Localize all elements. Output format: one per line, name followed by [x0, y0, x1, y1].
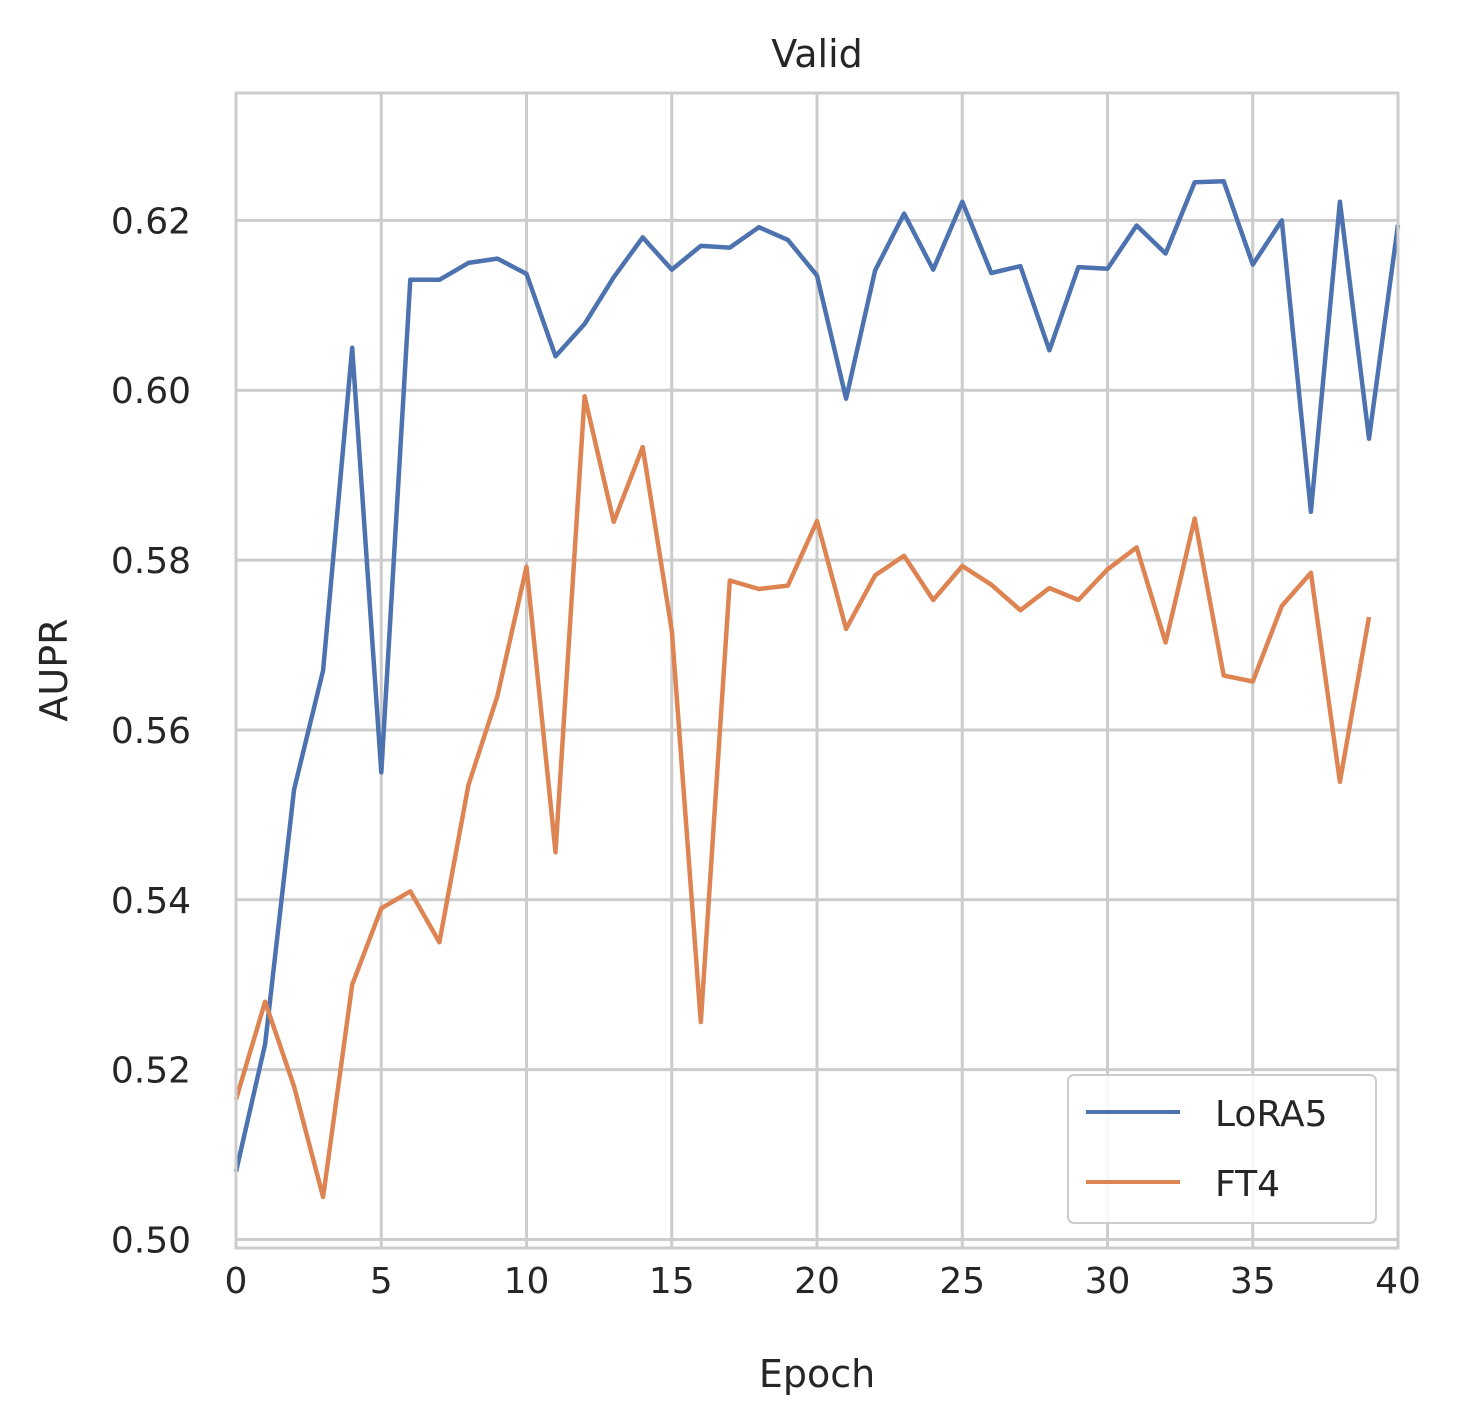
x-tick-label: 35 [1230, 1261, 1276, 1302]
y-tick-label: 0.54 [111, 881, 191, 922]
legend-label-lora5: LoRA5 [1215, 1094, 1328, 1135]
x-tick-label: 30 [1085, 1261, 1131, 1302]
y-axis-label: AUPR [32, 618, 76, 721]
plot-frame [234, 91, 1400, 1250]
x-tick-label: 15 [649, 1261, 695, 1302]
series-line-ft4 [233, 393, 1372, 1200]
y-tick-label: 0.56 [111, 711, 191, 752]
series-group [233, 179, 1401, 1200]
legend-label-ft4: FT4 [1215, 1164, 1280, 1205]
x-axis-label: Epoch [759, 1352, 875, 1396]
y-tick-label: 0.60 [111, 371, 191, 412]
x-tick-label: 40 [1375, 1261, 1421, 1302]
y-tick-labels: 0.50 0.52 0.54 0.56 0.58 0.60 0.62 [111, 201, 191, 1261]
legend: LoRA5 FT4 [1067, 1074, 1377, 1224]
x-tick-labels: 0 5 10 15 20 25 30 35 40 [225, 1261, 1421, 1302]
x-tick-label: 0 [225, 1261, 248, 1302]
x-tick-label: 5 [370, 1261, 393, 1302]
series-line-lora5 [233, 179, 1401, 1173]
x-tick-label: 10 [504, 1261, 550, 1302]
y-tick-label: 0.62 [111, 201, 191, 242]
y-tick-label: 0.50 [111, 1221, 191, 1262]
chart-title: Valid [771, 32, 863, 76]
x-tick-label: 20 [794, 1261, 840, 1302]
y-tick-label: 0.58 [111, 541, 191, 582]
y-tick-label: 0.52 [111, 1051, 191, 1092]
x-tick-label: 25 [939, 1261, 985, 1302]
